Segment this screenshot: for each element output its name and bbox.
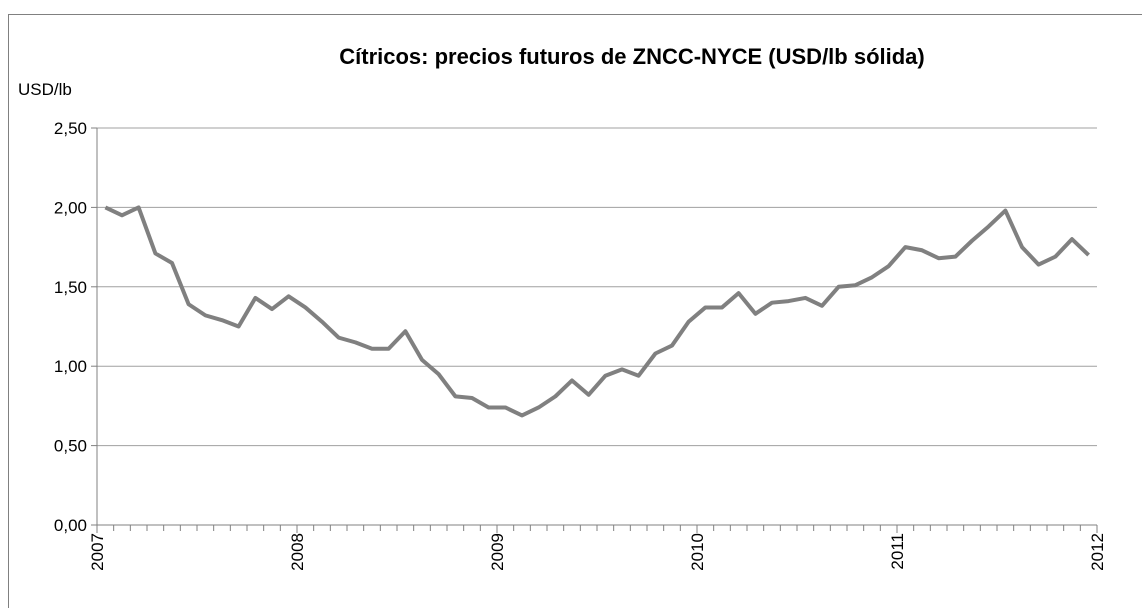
x-tick-label: 2008 bbox=[288, 533, 307, 571]
y-tick-label: 1,50 bbox=[54, 278, 87, 297]
x-tick-label: 2009 bbox=[488, 533, 507, 571]
y-tick-label: 0,00 bbox=[54, 516, 87, 535]
data-line bbox=[104, 205, 1090, 418]
x-tick-label: 2010 bbox=[688, 533, 707, 571]
y-tick-label: 0,50 bbox=[54, 437, 87, 456]
y-tick-label: 2,50 bbox=[54, 119, 87, 138]
chart-frame bbox=[8, 14, 1142, 608]
y-tick-label: 1,00 bbox=[54, 357, 87, 376]
y-axis-label: USD/lb bbox=[18, 80, 72, 99]
y-tick-label: 2,00 bbox=[54, 198, 87, 217]
x-tick-label: 2011 bbox=[888, 533, 907, 570]
chart-title: Cítricos: precios futuros de ZNCC-NYCE (… bbox=[339, 44, 925, 69]
x-tick-label: 2012 bbox=[1088, 533, 1107, 571]
x-tick-label: 2007 bbox=[88, 533, 107, 571]
